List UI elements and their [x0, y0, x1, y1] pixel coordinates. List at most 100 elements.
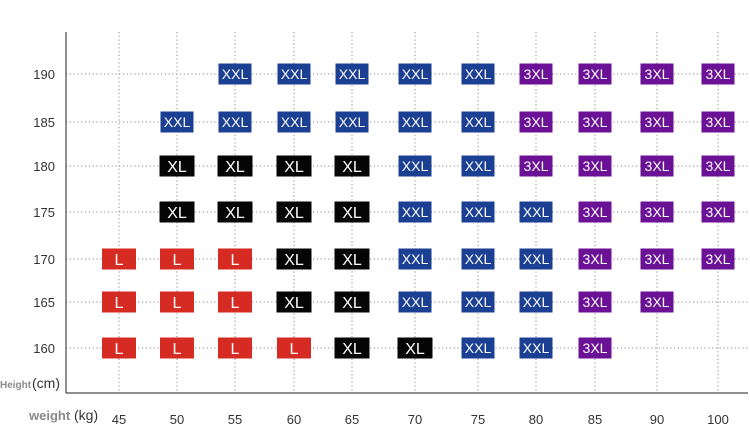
size-cell-175-85: 3XL [578, 201, 612, 223]
size-cell-label: XXL [402, 158, 429, 174]
x-tick-80: 80 [529, 412, 543, 427]
size-cell-label: 3XL [706, 66, 731, 82]
size-cell-label: XL [405, 341, 425, 358]
size-cell-165-70: XXL [398, 291, 432, 313]
size-cell-box [334, 155, 370, 177]
y-tick-190: 190 [33, 67, 55, 82]
size-cell-box [102, 248, 136, 270]
size-cell-box [276, 248, 312, 270]
x-tick-55: 55 [228, 412, 242, 427]
size-cell-label: L [231, 252, 240, 269]
size-cell-180-60: XL [276, 155, 312, 177]
size-cell-label: L [173, 252, 182, 269]
size-cell-box [461, 248, 495, 270]
size-cell-175-65: XL [334, 201, 370, 223]
size-cell-label: XXL [402, 251, 429, 267]
size-cell-175-100: 3XL [701, 201, 735, 223]
size-cell-175-50: XL [159, 201, 195, 223]
size-cell-label: XL [284, 159, 304, 176]
size-cell-box [218, 63, 252, 85]
size-cell-box [217, 155, 253, 177]
size-cell-180-80: 3XL [519, 155, 553, 177]
size-cell-box [640, 201, 674, 223]
size-cell-box [160, 337, 194, 359]
size-cell-label: L [290, 341, 299, 358]
size-cell-label: 3XL [583, 158, 608, 174]
size-cell-160-85: 3XL [578, 337, 612, 359]
size-cell-165-80: XXL [519, 291, 553, 313]
x-tick-65: 65 [345, 412, 359, 427]
size-cell-label: XXL [465, 251, 492, 267]
axis-labels: Height(cm) weight (kg) [0, 375, 98, 423]
size-cell-185-85: 3XL [578, 111, 612, 133]
size-cell-label: 3XL [645, 114, 670, 130]
size-cell-box [640, 63, 674, 85]
size-cell-170-90: 3XL [640, 248, 674, 270]
size-cell-label: 3XL [524, 114, 549, 130]
size-cell-box [218, 248, 252, 270]
size-cell-box [277, 63, 311, 85]
size-cell-label: XL [225, 159, 245, 176]
size-cell-label: 3XL [583, 340, 608, 356]
size-cell-box [461, 155, 495, 177]
size-cell-box [578, 111, 612, 133]
size-cell-160-60: L [277, 337, 311, 359]
size-cell-box [519, 111, 553, 133]
size-cell-label: 3XL [706, 251, 731, 267]
size-cell-box [398, 111, 432, 133]
size-cell-label: L [231, 295, 240, 312]
size-cell-label: XXL [402, 204, 429, 220]
size-cell-165-45: L [102, 291, 136, 313]
size-cell-165-60: XL [276, 291, 312, 313]
size-cell-label: 3XL [645, 158, 670, 174]
size-cell-175-70: XXL [398, 201, 432, 223]
size-cell-160-75: XXL [461, 337, 495, 359]
size-cell-160-45: L [102, 337, 136, 359]
size-cell-box [398, 155, 432, 177]
size-cell-box [578, 291, 612, 313]
size-cell-label: XXL [523, 340, 550, 356]
size-cell-175-60: XL [276, 201, 312, 223]
size-cell-label: XL [342, 341, 362, 358]
size-cell-box [218, 111, 252, 133]
size-cell-label: XL [284, 205, 304, 222]
size-cell-label: XXL [281, 66, 308, 82]
size-cell-box [640, 248, 674, 270]
size-cell-label: XXL [523, 294, 550, 310]
size-cell-label: XL [225, 205, 245, 222]
x-tick-85: 85 [588, 412, 602, 427]
size-cell-label: XL [342, 205, 362, 222]
size-cell-label: XXL [164, 114, 191, 130]
size-cell-160-65: XL [334, 337, 370, 359]
size-cell-label: XXL [222, 114, 249, 130]
size-cell-label: XXL [465, 114, 492, 130]
size-cell-box [160, 291, 194, 313]
size-cell-box [160, 248, 194, 270]
size-cell-box [398, 201, 432, 223]
size-cell-box [217, 201, 253, 223]
size-cell-box [519, 337, 553, 359]
x-tick-75: 75 [471, 412, 485, 427]
size-cell-170-80: XXL [519, 248, 553, 270]
size-cell-190-80: 3XL [519, 63, 553, 85]
size-cell-160-55: L [218, 337, 252, 359]
size-cell-box [578, 248, 612, 270]
size-cell-box [461, 201, 495, 223]
y-axis-label-prefix: Height [0, 380, 32, 391]
size-cell-box [701, 248, 735, 270]
size-cell-180-55: XL [217, 155, 253, 177]
y-tick-175: 175 [33, 205, 55, 220]
size-cell-185-60: XXL [277, 111, 311, 133]
size-cell-box [640, 291, 674, 313]
size-cell-label: 3XL [645, 251, 670, 267]
x-axis-label-unit: (kg) [74, 407, 98, 423]
size-cell-165-65: XL [334, 291, 370, 313]
y-axis-label: Height(cm) [0, 375, 60, 391]
size-cell-label: XL [167, 159, 187, 176]
size-cell-label: 3XL [645, 294, 670, 310]
x-tick-100: 100 [707, 412, 729, 427]
x-tick-90: 90 [650, 412, 664, 427]
size-cell-label: 3XL [706, 158, 731, 174]
size-cell-190-85: 3XL [578, 63, 612, 85]
y-tick-165: 165 [33, 295, 55, 310]
